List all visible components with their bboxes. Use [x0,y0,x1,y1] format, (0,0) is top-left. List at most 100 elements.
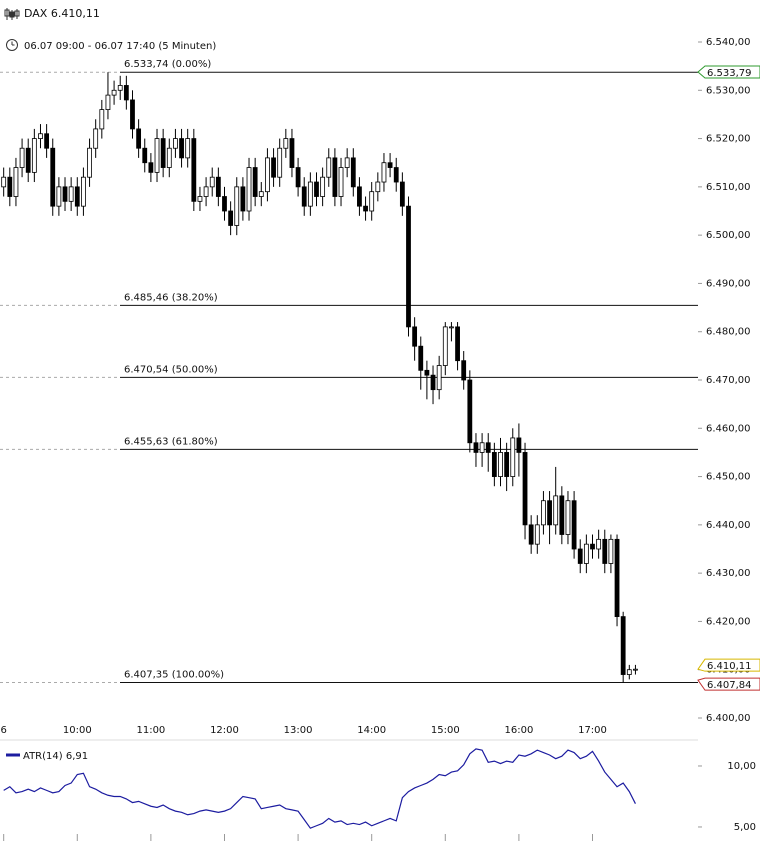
candle-body [62,186,68,202]
candle-body [117,85,123,91]
price-marker [697,677,760,691]
candle-body [320,176,326,197]
candle-body [25,147,31,173]
candle-body [13,167,19,197]
candle-body [252,167,258,197]
candle-body [528,524,534,545]
candle-body [375,181,381,193]
candle-body [81,176,86,207]
candle-body [215,176,221,197]
fib-label: 6.533,74 (0.00%) [124,59,211,70]
candle-body [436,365,442,391]
candle-body [197,196,203,202]
candle-body [467,379,473,444]
candle-body [522,452,528,526]
candle-body [504,452,510,477]
candle-body [406,205,411,328]
candle-body [449,326,454,329]
candle-body [68,186,74,202]
y-tick-label: 6.530,00 [706,85,751,96]
candle-body [350,157,356,188]
x-tick-label: 15:00 [431,725,460,736]
candle-body [516,437,522,453]
candle-body [289,138,295,168]
candle-body [265,157,270,193]
x-tick-label: 10:00 [63,725,92,736]
candle-body [430,374,436,391]
x-tick-label: 12:00 [210,725,239,736]
candle-body [142,147,148,164]
candle-body [565,500,571,535]
candle-body [185,138,191,159]
y-tick-label: 6.450,00 [706,472,751,483]
candle-body [111,89,117,96]
candle-body [455,326,460,362]
candle-body [1,176,7,188]
y-tick-label: 6.420,00 [706,616,751,627]
price-marker-label: 6.407,84 [707,680,752,691]
x-tick-label: 14:00 [357,725,386,736]
candle-body [602,538,608,564]
candle-body [614,538,620,617]
candle-body [491,452,497,477]
candle-body [228,210,234,226]
y-tick-label: 6.540,00 [706,37,751,48]
fib-label: 6.470,54 (50.00%) [124,364,218,375]
candle-body [399,181,405,207]
candle-body [626,669,632,675]
candle-body [179,138,184,159]
candle-body [234,186,240,226]
candle-body [473,442,479,453]
candle-body [344,157,350,168]
price-marker [697,65,760,79]
candle-body [387,162,393,168]
candle-body [393,167,399,183]
y-tick-label: 6.480,00 [706,327,751,338]
candle-body [191,138,197,202]
candle-body [461,360,467,381]
fib-label: 6.455,63 (61.80%) [124,436,218,447]
candle-body [160,138,166,168]
clock-icon [6,39,18,51]
candle-body [173,138,178,149]
candle-body [99,109,105,130]
candle-body [357,186,362,207]
candle-body [283,138,289,149]
candle-body [424,369,430,376]
candle-body [510,437,516,477]
legend-label: ATR(14) 6,91 [23,751,88,762]
candle-body [19,147,25,168]
candle-body [381,162,387,183]
x-tick-label: 13:00 [284,725,313,736]
candle-body [314,181,319,197]
candle-body [307,181,313,207]
candle-body [295,167,301,188]
candle-body [332,157,338,197]
candle-body [553,495,559,526]
candle-body [633,668,638,671]
candle-body [87,147,92,178]
candle-body [541,500,546,526]
candle-body [534,524,540,545]
candle-body [74,186,80,207]
fib-label: 6.407,35 (100.00%) [124,670,224,681]
fib-label: 6.485,46 (38.20%) [124,292,218,303]
y-tick-label: 6.400,00 [706,713,751,724]
candle-icon [4,8,20,20]
candle-body [31,138,37,173]
candle-body [620,616,626,675]
price-marker-label: 6.533,79 [707,68,752,79]
x-tick-label: 11:00 [136,725,165,736]
y-tick-label: 10,00 [727,761,756,772]
candle-body [222,196,227,212]
candle-body [271,157,276,178]
candle-body [203,186,209,197]
y-tick-label: 6.500,00 [706,230,751,241]
candle-body [136,128,142,149]
y-tick-label: 6.520,00 [706,134,751,145]
x-tick-label: 17:00 [578,725,607,736]
candle-body [105,94,111,111]
candle-body [571,500,577,550]
candle-body [418,345,424,371]
